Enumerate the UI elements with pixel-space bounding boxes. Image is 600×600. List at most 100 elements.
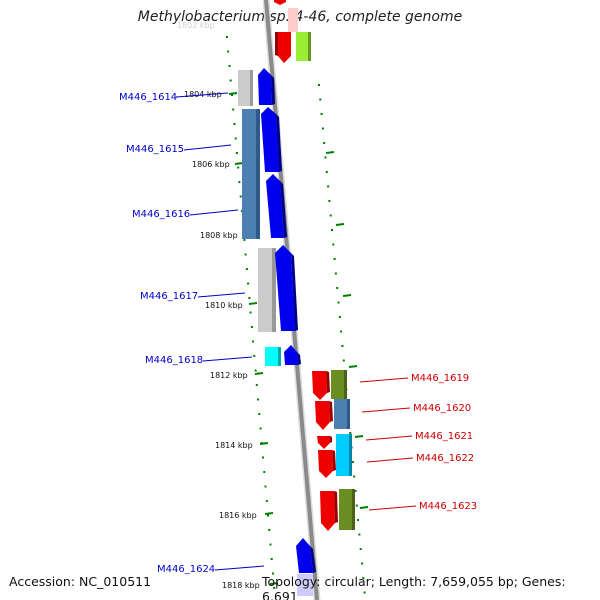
kbp-tick [254, 372, 264, 375]
kbp-label: 1810 kbp [205, 301, 243, 310]
label-leader-line [189, 209, 239, 216]
gc-dot [361, 562, 363, 565]
gc-dot [328, 200, 331, 202]
gc-dot [267, 514, 269, 517]
gc-dot [255, 384, 258, 386]
gc-dot [263, 471, 266, 473]
gc-dot [259, 427, 262, 430]
gene-m446-1615[interactable] [242, 107, 282, 239]
right-gene-labels: M446_1619 M446_1620 M446_1621 M446_1622 … [359, 373, 477, 512]
gc-dot [231, 94, 233, 96]
gc-dot [331, 229, 333, 231]
gene-label-m446-1620[interactable]: M446_1620 [413, 403, 471, 414]
kbp-label: 1816 kbp [219, 511, 257, 520]
gc-dot [357, 519, 360, 521]
gc-dot [336, 287, 339, 289]
gene-label-m446-1622[interactable]: M446_1622 [416, 453, 474, 464]
gc-dot [327, 185, 330, 188]
gc-dot [351, 461, 354, 463]
kbp-tick [325, 151, 335, 154]
gc-dot-track-left [226, 36, 276, 589]
gc-dot [238, 181, 241, 183]
gene-label-m446-1616[interactable]: M446_1616 [132, 209, 190, 220]
gene-m446-1622[interactable] [318, 450, 336, 478]
gc-dot [272, 572, 274, 575]
gc-dot [337, 301, 340, 304]
gc-dot [273, 587, 276, 589]
kbp-tick [348, 365, 358, 368]
gc-dot [264, 485, 267, 488]
gc-dot [363, 591, 366, 594]
gene-label-m446-1615[interactable]: M446_1615 [126, 144, 184, 155]
topology-summary: Topology: circular; Length: 7,659,055 bp… [262, 574, 566, 600]
gc-dot [258, 413, 261, 415]
kbp-tick [264, 512, 274, 515]
gene-m446-1619[interactable] [312, 370, 347, 400]
kbp-tick [342, 294, 352, 297]
gc-dot [234, 137, 237, 140]
gc-dot [250, 326, 253, 328]
faded-kbp-label: 1802 kbp [177, 21, 215, 30]
gc-dot [248, 297, 251, 299]
kbp-tick [228, 92, 238, 95]
gc-dot [244, 253, 247, 256]
gene-m446-1614[interactable] [238, 68, 275, 106]
label-leader-line [365, 435, 413, 441]
kbp-label: 1814 kbp [215, 441, 253, 450]
gc-dot [270, 558, 273, 560]
label-leader-line [359, 377, 409, 383]
label-leader-line [183, 144, 232, 151]
gc-dot [319, 98, 322, 101]
gene-label-m446-1621[interactable]: M446_1621 [415, 431, 473, 442]
gc-dot [254, 369, 257, 372]
gc-dot [269, 543, 272, 546]
label-leader-line [368, 505, 417, 511]
kbp-tick [259, 442, 269, 445]
kbp-tick [359, 506, 369, 509]
gene-m446-1623[interactable] [320, 489, 355, 531]
gene-m446-1624[interactable] [296, 538, 316, 596]
gc-dot [318, 84, 320, 86]
gene-label-m446-1623[interactable]: M446_1623 [419, 501, 477, 512]
kbp-label: 1808 kbp [200, 231, 238, 240]
label-leader-line [361, 407, 411, 413]
gc-dot [237, 166, 240, 169]
gene-label-m446-1619[interactable]: M446_1619 [411, 373, 469, 384]
gc-dot [257, 398, 260, 401]
gc-dot [341, 345, 344, 347]
gene-m446-1620[interactable] [315, 399, 350, 430]
label-leader-line [202, 356, 253, 362]
label-leader-line [214, 565, 265, 571]
gc-dot [227, 50, 230, 53]
gc-dot [233, 123, 236, 125]
gene-label-m446-1618[interactable]: M446_1618 [145, 355, 203, 366]
gc-dot [226, 36, 228, 38]
label-leader-line [197, 292, 246, 298]
gc-dot [249, 311, 252, 314]
gc-dot [342, 359, 345, 362]
gc-dot [362, 577, 365, 579]
gene-label-m446-1614[interactable]: M446_1614 [119, 92, 177, 103]
gc-dot [359, 548, 362, 550]
kbp-tick [269, 582, 279, 585]
gene-m446-1621[interactable] [317, 434, 352, 476]
gc-dot [265, 500, 268, 502]
gc-dot [252, 340, 255, 343]
gene-m446-1616[interactable] [266, 174, 287, 238]
gene-m446-1618[interactable] [265, 345, 301, 366]
genome-title: Methylobacterium sp. 4-46, complete geno… [137, 9, 463, 25]
gc-dot [325, 171, 328, 173]
gc-dot [333, 258, 336, 260]
gc-dot [329, 214, 332, 217]
gc-dot [340, 330, 343, 333]
gene-label-m446-1624[interactable]: M446_1624 [157, 564, 215, 575]
gc-dot [323, 142, 326, 144]
gc-dot [355, 504, 358, 507]
gene-m446-1617[interactable] [258, 245, 298, 332]
left-gene-labels: M446_1614 M446_1615 M446_1616 M446_1617 … [119, 92, 265, 575]
gene-top-partial[interactable] [274, 0, 311, 63]
kbp-tick [354, 435, 364, 438]
gene-label-m446-1617[interactable]: M446_1617 [140, 291, 198, 302]
kbp-label: 1806 kbp [192, 160, 230, 169]
